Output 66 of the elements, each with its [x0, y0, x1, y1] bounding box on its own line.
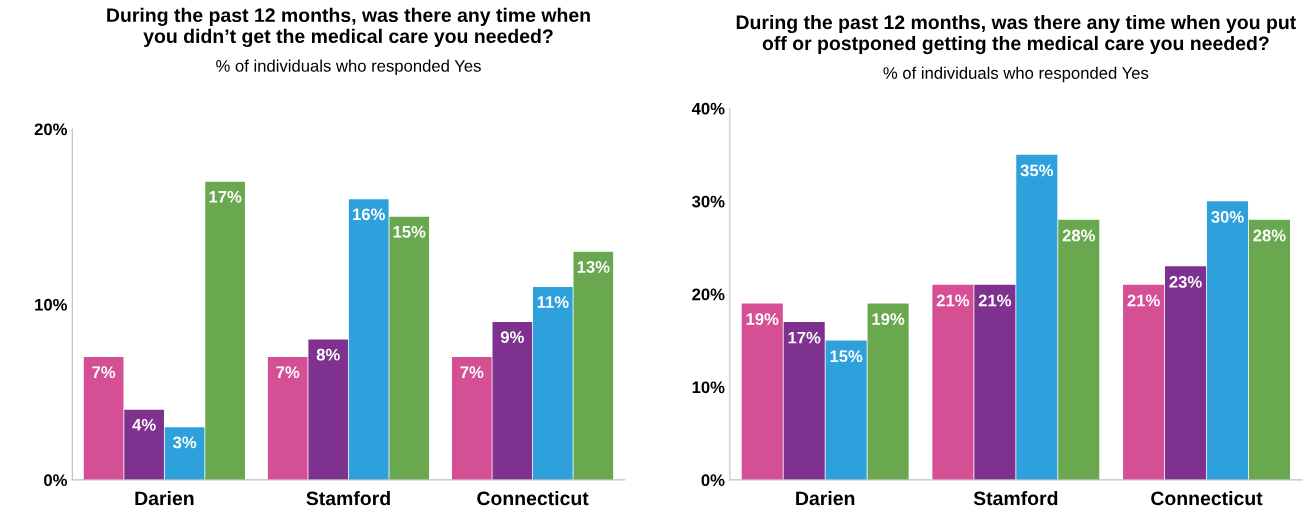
x-tick-label: Connecticut — [477, 490, 589, 506]
x-tick-label: Darien — [135, 490, 194, 506]
data-label: 28% — [1253, 229, 1286, 242]
bar — [1164, 266, 1207, 480]
data-label: 9% — [500, 331, 524, 343]
data-label: 19% — [746, 313, 779, 325]
data-label: 4% — [132, 418, 156, 431]
data-label: 21% — [1127, 294, 1160, 307]
chart-subtitle: % of individuals who responded Yes — [883, 66, 1149, 83]
data-label: 7% — [92, 366, 116, 379]
bar — [532, 286, 573, 480]
y-tick-label: 20% — [692, 288, 725, 301]
data-label: 17% — [788, 331, 821, 344]
bar — [1016, 154, 1058, 480]
y-tick-label: 40% — [691, 102, 725, 115]
bar — [825, 340, 867, 480]
data-label: 13% — [577, 261, 610, 273]
bar — [867, 303, 909, 480]
data-label: 11% — [537, 296, 569, 308]
bar — [389, 216, 430, 480]
y-tick-label: 10% — [35, 298, 68, 311]
bar — [267, 357, 308, 480]
bar — [348, 199, 389, 480]
data-label: 7% — [460, 366, 484, 379]
bar — [83, 357, 124, 480]
bar — [124, 409, 164, 480]
data-label: 7% — [276, 366, 300, 379]
bar — [974, 284, 1016, 480]
x-tick-label: Connecticut — [1151, 490, 1263, 506]
y-tick-label: 30% — [691, 195, 725, 208]
data-label: 15% — [830, 350, 863, 363]
data-label: 35% — [1020, 164, 1054, 177]
bar — [308, 339, 349, 480]
data-label: 21% — [936, 294, 970, 307]
bar — [1123, 284, 1165, 480]
bar — [741, 303, 783, 480]
x-tick-label: Darien — [796, 490, 855, 506]
data-label: 28% — [1062, 229, 1095, 242]
data-label: 16% — [353, 208, 385, 221]
chart-title: During the past 12 months, was there any time when you put off or postponed getting the medical care you needed? — [736, 14, 1296, 55]
y-tick-label: 0% — [44, 474, 68, 487]
bar — [932, 284, 974, 480]
bar — [1248, 219, 1290, 480]
data-label: 21% — [978, 294, 1012, 307]
chart-subtitle: % of individuals who responded Yes — [216, 59, 481, 76]
bar — [573, 251, 614, 480]
bar — [492, 321, 533, 480]
data-label: 30% — [1211, 210, 1244, 223]
data-label: 23% — [1169, 275, 1202, 288]
bar — [205, 181, 245, 480]
bar — [1206, 201, 1249, 480]
x-tick-label: Stamford — [973, 490, 1058, 506]
bar — [164, 427, 205, 480]
data-label: 19% — [872, 313, 905, 325]
y-tick-label: 20% — [34, 123, 68, 136]
data-label: 8% — [316, 348, 340, 361]
chart-title: During the past 12 months, was there any time when you didn’t get the medical care you needed? — [107, 7, 590, 48]
x-tick-label: Stamford — [306, 490, 390, 506]
data-label: 15% — [393, 225, 426, 238]
data-label: 3% — [172, 436, 197, 449]
y-tick-label: 10% — [692, 381, 725, 394]
bar — [1058, 219, 1100, 480]
data-label: 17% — [209, 190, 242, 203]
y-tick-label: 0% — [701, 474, 725, 487]
bar — [783, 321, 825, 480]
bar — [451, 357, 492, 480]
